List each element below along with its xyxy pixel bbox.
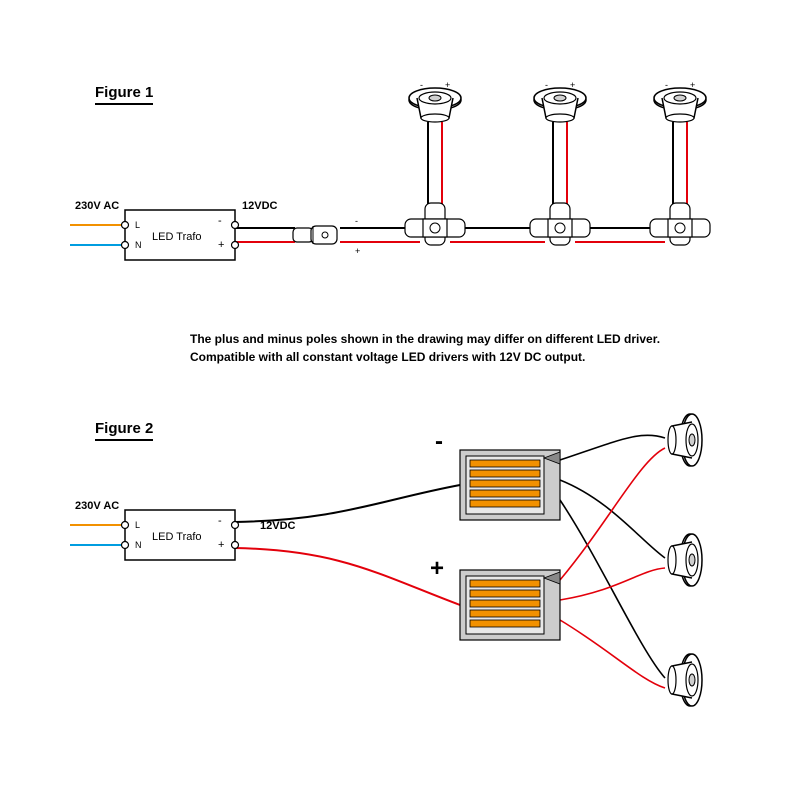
svg-text:L: L [135,520,140,530]
tjunction-1 [405,203,465,245]
trafo-label: LED Trafo [152,231,202,243]
svg-text:LED Trafo: LED Trafo [152,531,202,543]
led-spot-2a [668,414,702,466]
svg-text:-: - [355,216,358,226]
ac-label-2: 230V AC [75,500,119,512]
led-spot-1c [654,88,706,122]
led-spot-1a [409,88,461,122]
tjunction-2 [530,203,590,245]
wiring-diagram: - + L N - + LED Trafo - + - + - + L N - + L… [0,0,800,800]
svg-text:L: L [135,220,140,230]
tjunction-3 [650,203,710,245]
led-spot-2b [668,534,702,586]
svg-text:-: - [218,515,222,527]
caption-text: The plus and minus poles shown in the dr… [190,330,660,366]
svg-text:-: - [218,215,222,227]
svg-text:+: + [355,246,360,256]
svg-text:-: - [665,80,668,90]
dc-label-2: 12VDC [260,520,295,532]
svg-text:N: N [135,540,142,550]
svg-text:+: + [690,80,695,90]
minus-big: - [435,428,443,456]
terminal-block-minus [460,450,560,520]
led-spot-1b [534,88,586,122]
plus-big: + [430,555,444,583]
svg-text:-: - [420,80,423,90]
svg-text:-: - [545,80,548,90]
ac-label-1: 230V AC [75,200,119,212]
barrel-connector [293,226,337,244]
svg-text:+: + [218,239,224,251]
svg-text:+: + [218,539,224,551]
led-spot-2c [668,654,702,706]
svg-text:+: + [570,80,575,90]
svg-text:+: + [445,80,450,90]
terminal-block-plus [460,570,560,640]
figure1-label: Figure 1 [95,84,153,105]
svg-text:N: N [135,240,142,250]
figure2-label: Figure 2 [95,420,153,441]
dc-label-1: 12VDC [242,200,277,212]
